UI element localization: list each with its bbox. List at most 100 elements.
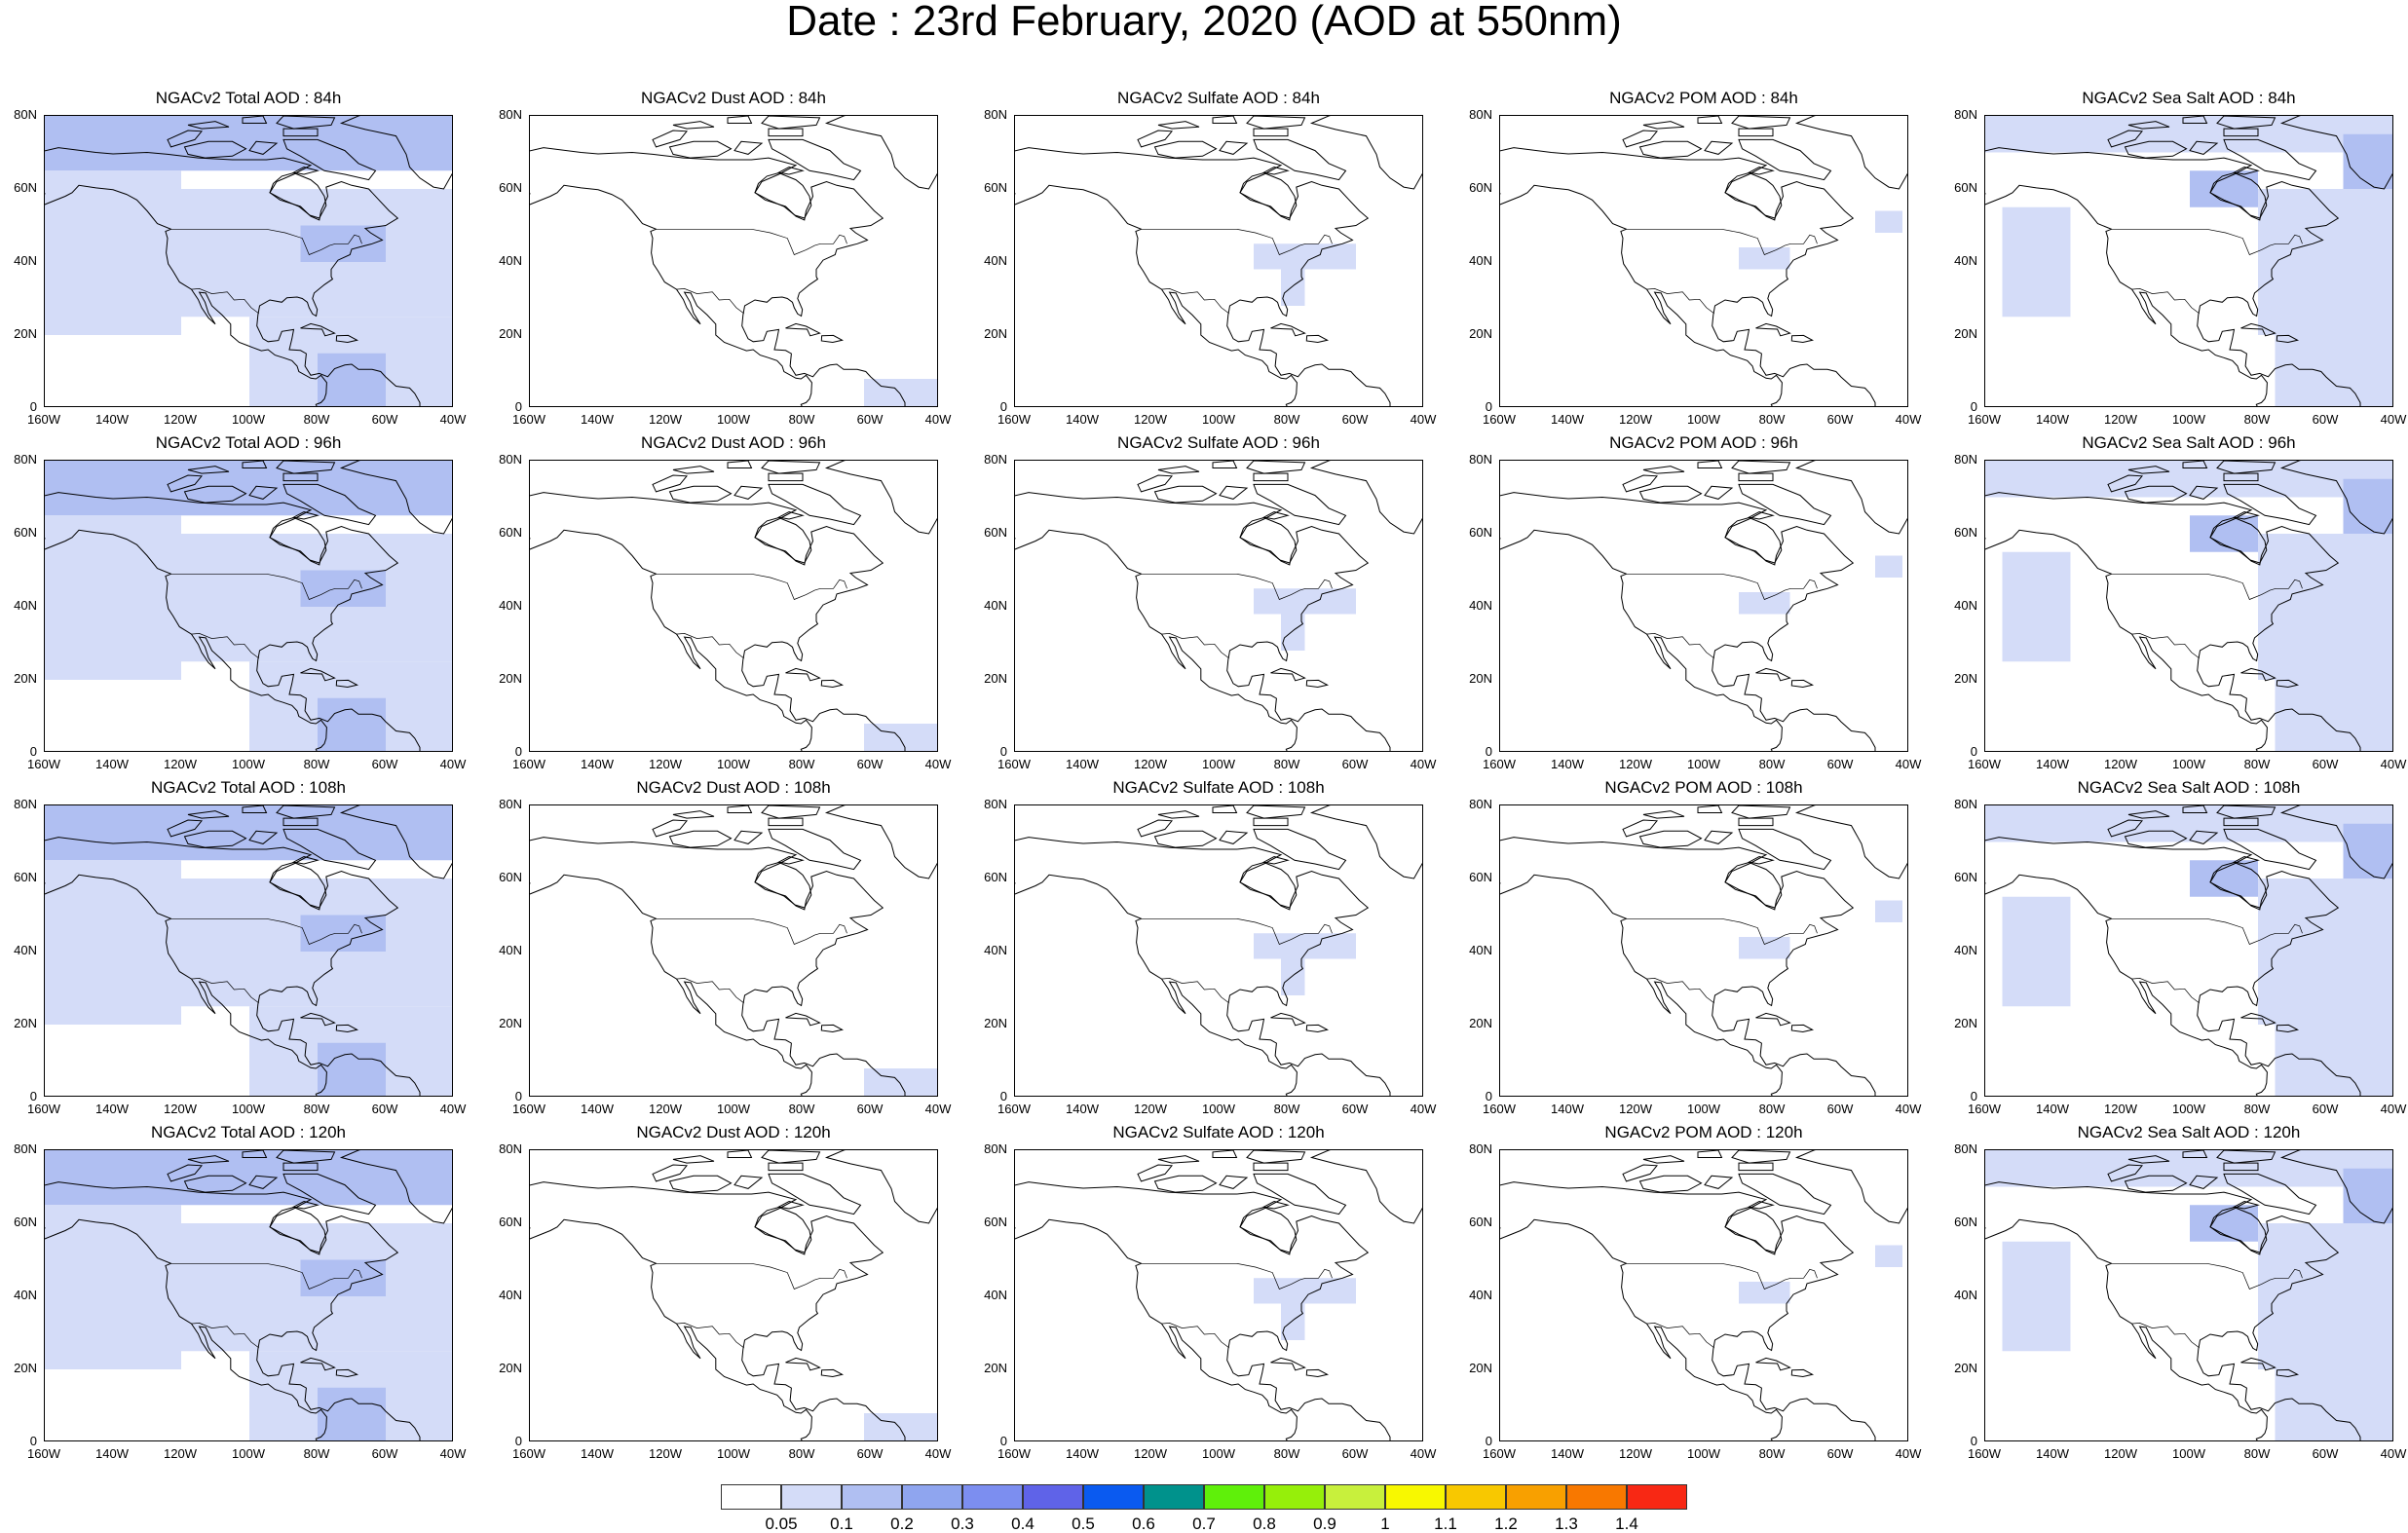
- longitude-tick-label: 100W: [2172, 1102, 2205, 1116]
- arctic-island-outline: [1622, 819, 1659, 838]
- hispaniola-outline: [335, 1024, 359, 1033]
- colorbar-label: 0.1: [830, 1514, 853, 1533]
- arctic-island-outline: [167, 130, 204, 148]
- cuba-outline: [300, 1012, 336, 1027]
- longitude-tick-label: 60W: [1826, 412, 1854, 427]
- arctic-island-outline: [282, 1162, 319, 1172]
- map-frame: [529, 1149, 938, 1441]
- longitude-tick-label: 60W: [856, 1446, 884, 1461]
- longitude-tick-label: 60W: [1826, 1102, 1854, 1116]
- arctic-island-outline: [1153, 140, 1218, 159]
- latitude-tick-label: 20N: [1469, 326, 1492, 341]
- longitude-tick-label: 80W: [1758, 1446, 1786, 1461]
- colorbar-swatch: [721, 1484, 781, 1510]
- arctic-island-outline: [276, 1150, 336, 1164]
- cuba-outline: [1755, 322, 1791, 337]
- arctic-island-outline: [2182, 805, 2208, 813]
- aod-shading: [1281, 269, 1305, 306]
- arctic-island-outline: [248, 830, 279, 844]
- longitude-tick-label: 120W: [2104, 757, 2137, 771]
- hispaniola-outline: [1790, 1024, 1815, 1033]
- aod-shading: [2258, 534, 2392, 680]
- us-canada-border: [2111, 917, 2303, 945]
- latitude-tick-label: 0: [1485, 1089, 1492, 1103]
- aod-shading: [2275, 335, 2392, 406]
- aod-shading: [1739, 247, 1790, 270]
- coastline: [1985, 837, 2361, 1096]
- greenland-outline: [2279, 805, 2392, 879]
- hispaniola-outline: [2276, 1024, 2300, 1033]
- arctic-island-outline: [776, 166, 805, 175]
- cuba-outline: [300, 1357, 336, 1371]
- latitude-tick-label: 60N: [1954, 525, 1977, 540]
- greenland-outline: [2279, 461, 2392, 535]
- aod-shading: [45, 515, 181, 680]
- latitude-tick-label: 20N: [14, 1016, 37, 1030]
- longitude-tick-label: 140W: [95, 757, 129, 771]
- latitude-tick-label: 0: [999, 744, 1007, 759]
- map-svg: [1500, 805, 1907, 1096]
- longitude-tick-label: 60W: [371, 1446, 398, 1461]
- arctic-island-outline: [2223, 817, 2259, 827]
- map-svg: [1015, 116, 1422, 406]
- hispaniola-outline: [820, 1368, 845, 1378]
- aod-shading: [2343, 478, 2392, 534]
- hudson-bay-outline: [2209, 1206, 2268, 1253]
- latitude-tick-label: 0: [29, 399, 37, 414]
- aod-shading: [2275, 1025, 2392, 1096]
- arctic-island-outline: [768, 138, 862, 181]
- aod-shading: [1875, 1245, 1902, 1267]
- aod-shading: [45, 1205, 181, 1369]
- cuba-outline: [1270, 667, 1306, 682]
- panel-title: NGACv2 Total AOD : 84h: [155, 89, 342, 107]
- panel-title: NGACv2 Dust AOD : 96h: [641, 433, 826, 452]
- longitude-tick-label: 140W: [95, 412, 129, 427]
- latitude-tick-label: 0: [1970, 744, 1977, 759]
- us-mexico-border: [191, 633, 260, 659]
- arctic-island-outline: [1253, 483, 1347, 526]
- latitude-tick-label: 20N: [1469, 671, 1492, 686]
- latitude-tick-label: 40N: [1954, 598, 1977, 613]
- longitude-tick-label: 80W: [303, 412, 330, 427]
- coastline: [530, 837, 906, 1096]
- arctic-island-outline: [1137, 130, 1174, 148]
- longitude-tick-label: 100W: [232, 757, 265, 771]
- arctic-island-outline: [668, 1175, 733, 1193]
- longitude-tick-label: 40W: [439, 757, 467, 771]
- longitude-tick-label: 120W: [649, 1446, 682, 1461]
- longitude-tick-label: 140W: [95, 1446, 129, 1461]
- greenland-outline: [2279, 116, 2392, 190]
- arctic-island-outline: [167, 1164, 204, 1182]
- arctic-island-outline: [776, 510, 805, 520]
- arctic-island-outline: [1261, 855, 1290, 865]
- latitude-tick-label: 80N: [1469, 797, 1492, 811]
- longitude-tick-label: 160W: [997, 1446, 1031, 1461]
- longitude-tick-label: 160W: [27, 1102, 60, 1116]
- arctic-island-outline: [1137, 474, 1174, 493]
- coastline: [1500, 1181, 1876, 1440]
- arctic-island-outline: [2127, 810, 2170, 819]
- latitude-tick-label: 40N: [14, 253, 37, 268]
- longitude-tick-label: 40W: [439, 1102, 467, 1116]
- longitude-tick-label: 80W: [1758, 412, 1786, 427]
- latitude-tick-label: 60N: [984, 870, 1007, 884]
- latitude-tick-label: 60N: [1954, 1215, 1977, 1229]
- arctic-island-outline: [1246, 1150, 1306, 1164]
- hispaniola-outline: [1305, 334, 1330, 344]
- cuba-outline: [785, 1012, 821, 1027]
- hispaniola-outline: [1790, 334, 1815, 344]
- arctic-island-outline: [761, 116, 821, 130]
- colorbar-label: 0.2: [890, 1514, 914, 1533]
- aod-shading: [2002, 1241, 2071, 1352]
- coastline: [1500, 147, 1876, 406]
- arctic-island-outline: [1253, 128, 1289, 137]
- hispaniola-outline: [1305, 679, 1330, 689]
- longitude-tick-label: 100W: [717, 757, 750, 771]
- latitude-tick-label: 60N: [1469, 180, 1492, 195]
- longitude-tick-label: 120W: [2104, 412, 2137, 427]
- aod-shading: [864, 379, 937, 406]
- us-mexico-border: [1646, 978, 1715, 1004]
- latitude-tick-label: 20N: [984, 326, 1007, 341]
- longitude-tick-label: 60W: [371, 412, 398, 427]
- arctic-island-outline: [291, 166, 320, 175]
